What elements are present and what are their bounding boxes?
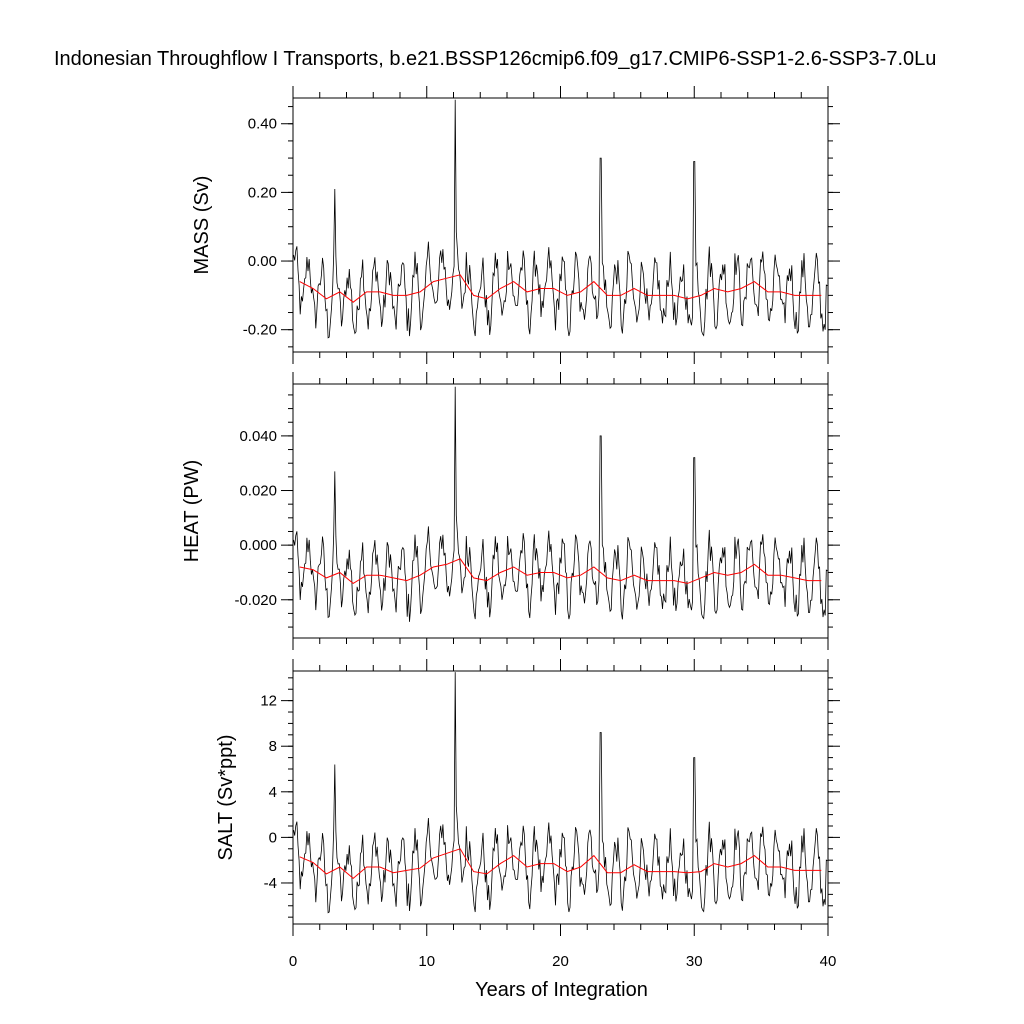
heat-frame — [292, 383, 829, 639]
x-axis-label: Years of Integration — [475, 979, 648, 1001]
heat-ytick-label: 0.000 — [239, 537, 277, 554]
heat-ytick-label: 0.040 — [239, 428, 277, 445]
xtick-label: 0 — [289, 953, 297, 970]
salt-ytick-label: 0 — [269, 829, 277, 846]
mass-ytick-label: 0.40 — [248, 116, 277, 133]
salt-ytick-label: 12 — [260, 693, 277, 710]
salt-monthly-series — [293, 672, 828, 914]
mass-monthly-series — [293, 99, 828, 339]
xtick-label: 10 — [418, 953, 435, 970]
heat-annual-series — [299, 558, 822, 585]
mass-ytick-label: 0.20 — [248, 184, 277, 201]
heat-ytick-label: 0.020 — [239, 483, 277, 500]
mass-ytick-label: 0.00 — [248, 253, 277, 270]
heat-monthly-series — [293, 386, 828, 622]
heat-ylabel: HEAT (PW) — [181, 460, 203, 563]
mass-annual-series — [299, 274, 822, 303]
salt-annual-series — [299, 848, 822, 880]
heat-ytick-label: -0.020 — [234, 592, 277, 609]
salt-ytick-label: 4 — [269, 784, 277, 801]
mass-ytick-label: -0.20 — [243, 322, 277, 339]
chart-title: Indonesian Throughflow I Transports, b.e… — [54, 48, 937, 70]
xtick-label: 30 — [686, 953, 703, 970]
xtick-label: 40 — [820, 953, 837, 970]
salt-ytick-label: -4 — [264, 875, 277, 892]
salt-ylabel: SALT (Sv*ppt) — [215, 735, 237, 861]
salt-ytick-label: 8 — [269, 738, 277, 755]
xtick-label: 20 — [552, 953, 569, 970]
mass-ylabel: MASS (Sv) — [191, 176, 213, 275]
salt-frame — [292, 670, 829, 925]
mass-frame — [292, 97, 829, 353]
